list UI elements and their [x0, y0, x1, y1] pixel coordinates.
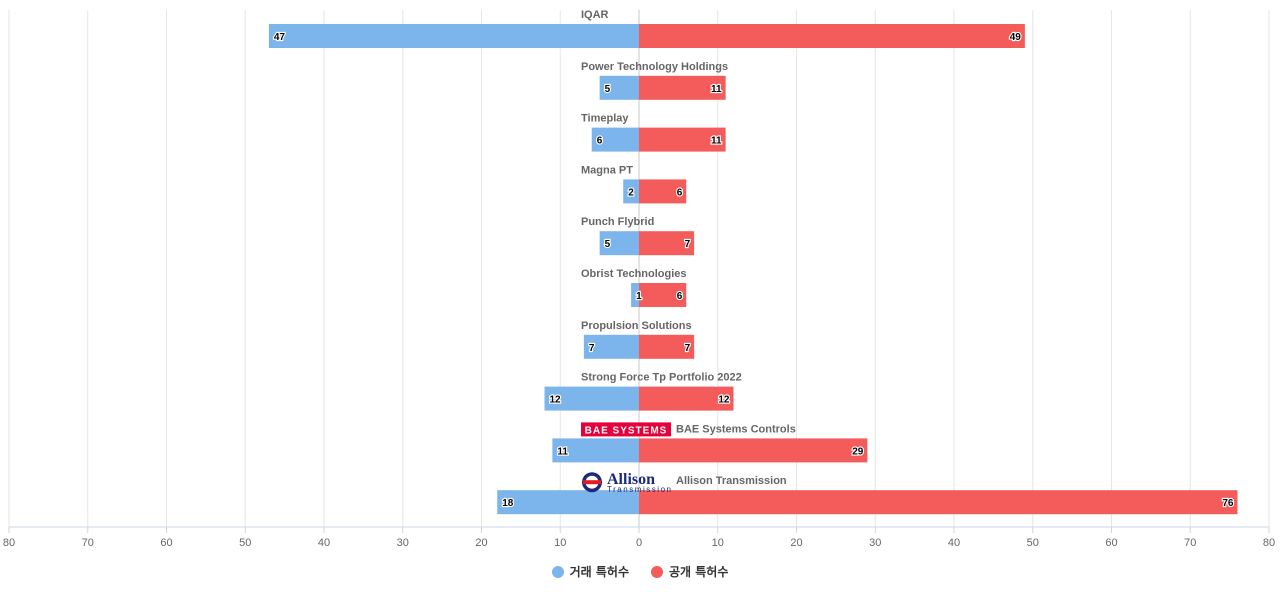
bar-transaction[interactable]: [599, 75, 639, 100]
svg-text:BAE SYSTEMS: BAE SYSTEMS: [585, 425, 668, 436]
category-label: Allison Transmission: [676, 475, 787, 487]
legend-marker-transaction: [551, 565, 564, 578]
value-label-published: 11: [711, 84, 722, 95]
bar-published[interactable]: [639, 75, 726, 100]
x-tick-label: 40: [318, 537, 330, 549]
x-tick-label: 80: [1263, 537, 1275, 549]
legend-label-published: 공개 특허수: [669, 565, 729, 579]
bae-systems-logo: BAE SYSTEMS: [581, 422, 671, 437]
bar-published[interactable]: [639, 24, 1025, 48]
value-label-published: 49: [1010, 32, 1022, 43]
value-label-published: 7: [685, 239, 691, 250]
x-tick-label: 80: [3, 537, 15, 549]
legend-item-published[interactable]: 공개 특허수: [651, 563, 728, 580]
svg-text:Transmission: Transmission: [607, 485, 671, 494]
legend-marker-published: [651, 565, 663, 578]
bar-transaction[interactable]: [497, 490, 639, 515]
bar-transaction[interactable]: [631, 283, 639, 307]
value-label-transaction: 7: [589, 343, 595, 354]
grid-lines: [8, 10, 1270, 527]
bar-published[interactable]: [639, 334, 695, 359]
value-label-transaction: 5: [605, 84, 611, 95]
bar-published[interactable]: [639, 231, 695, 256]
x-tick-label: 10: [712, 537, 724, 549]
bar-published[interactable]: [639, 127, 726, 152]
category-label: Power Technology Holdings: [581, 61, 728, 73]
category-labels: IQAR Power Technology Holdings Timeplay Mag…: [581, 9, 796, 494]
x-tick-label: 50: [239, 537, 251, 549]
category-label: Punch Flybrid: [581, 216, 654, 228]
value-label-published: 76: [1222, 498, 1234, 509]
x-tick-label: 0: [636, 537, 642, 549]
x-tick-label: 70: [82, 537, 94, 549]
bar-published[interactable]: [639, 283, 687, 307]
value-label-published: 29: [852, 446, 864, 457]
x-tick-label: 30: [869, 537, 881, 549]
value-label-transaction: 12: [550, 395, 562, 406]
bar-transaction[interactable]: [268, 24, 639, 48]
svg-text:Allison: Allison: [607, 471, 655, 488]
value-label-published: 6: [677, 187, 683, 198]
legend-item-transaction[interactable]: 거래 특허수: [551, 563, 629, 580]
value-label-published: 11: [711, 136, 722, 147]
legend-label-transaction: 거래 특허수: [569, 565, 629, 579]
category-label: Timeplay: [581, 113, 629, 125]
bar-transaction[interactable]: [552, 438, 639, 463]
bar-transaction[interactable]: [591, 127, 639, 152]
x-tick-label: 70: [1184, 537, 1196, 549]
category-label: Obrist Technologies: [581, 268, 687, 280]
category-label: IQAR: [581, 9, 609, 21]
value-label-transaction: 18: [502, 498, 514, 509]
bar-published[interactable]: [639, 386, 734, 411]
x-tick-label: 10: [554, 537, 566, 549]
category-label: Propulsion Solutions: [581, 320, 692, 332]
bar-transaction[interactable]: [599, 231, 639, 256]
value-label-transaction: 5: [605, 239, 611, 250]
category-label: Magna PT: [581, 164, 633, 176]
value-label-published: 7: [685, 343, 691, 354]
bar-published[interactable]: [639, 438, 868, 463]
bars: [268, 24, 1238, 515]
value-label-transaction: 11: [557, 446, 568, 457]
bar-transaction[interactable]: [623, 179, 639, 204]
value-label-published: 12: [718, 395, 730, 406]
value-label-published: 6: [677, 291, 683, 302]
x-tick-label: 60: [1105, 537, 1117, 549]
value-labels: 47 49 5 11 6 11 2 6 5 7 1 6 7 7 12 12 11 29 18 76: [273, 31, 1235, 510]
value-label-transaction: 47: [274, 32, 286, 43]
x-axis: 80 70 60 50 40 30 20 10 0 10 20 30 40 50 60 70 80: [3, 526, 1275, 549]
x-tick-label: 30: [397, 537, 409, 549]
diverging-bar-chart: IQAR Power Technology Holdings Timeplay Mag…: [3, 9, 1275, 549]
bar-transaction[interactable]: [583, 334, 639, 359]
x-tick-label: 40: [948, 537, 960, 549]
bar-transaction[interactable]: [544, 386, 640, 411]
value-label-transaction: 2: [628, 187, 634, 198]
category-label: BAE Systems Controls: [676, 423, 796, 435]
x-tick-label: 20: [790, 537, 802, 549]
legend: 거래 특허수 공개 특허수: [0, 563, 1280, 580]
x-tick-label: 60: [160, 537, 172, 549]
x-tick-label: 20: [475, 537, 487, 549]
category-label: Strong Force Tp Portfolio 2022: [581, 372, 742, 384]
value-label-transaction: 6: [597, 136, 603, 147]
x-tick-label: 50: [1027, 537, 1039, 549]
value-label-transaction: 1: [636, 291, 642, 302]
bar-published[interactable]: [639, 179, 687, 204]
bar-published[interactable]: [639, 490, 1238, 515]
